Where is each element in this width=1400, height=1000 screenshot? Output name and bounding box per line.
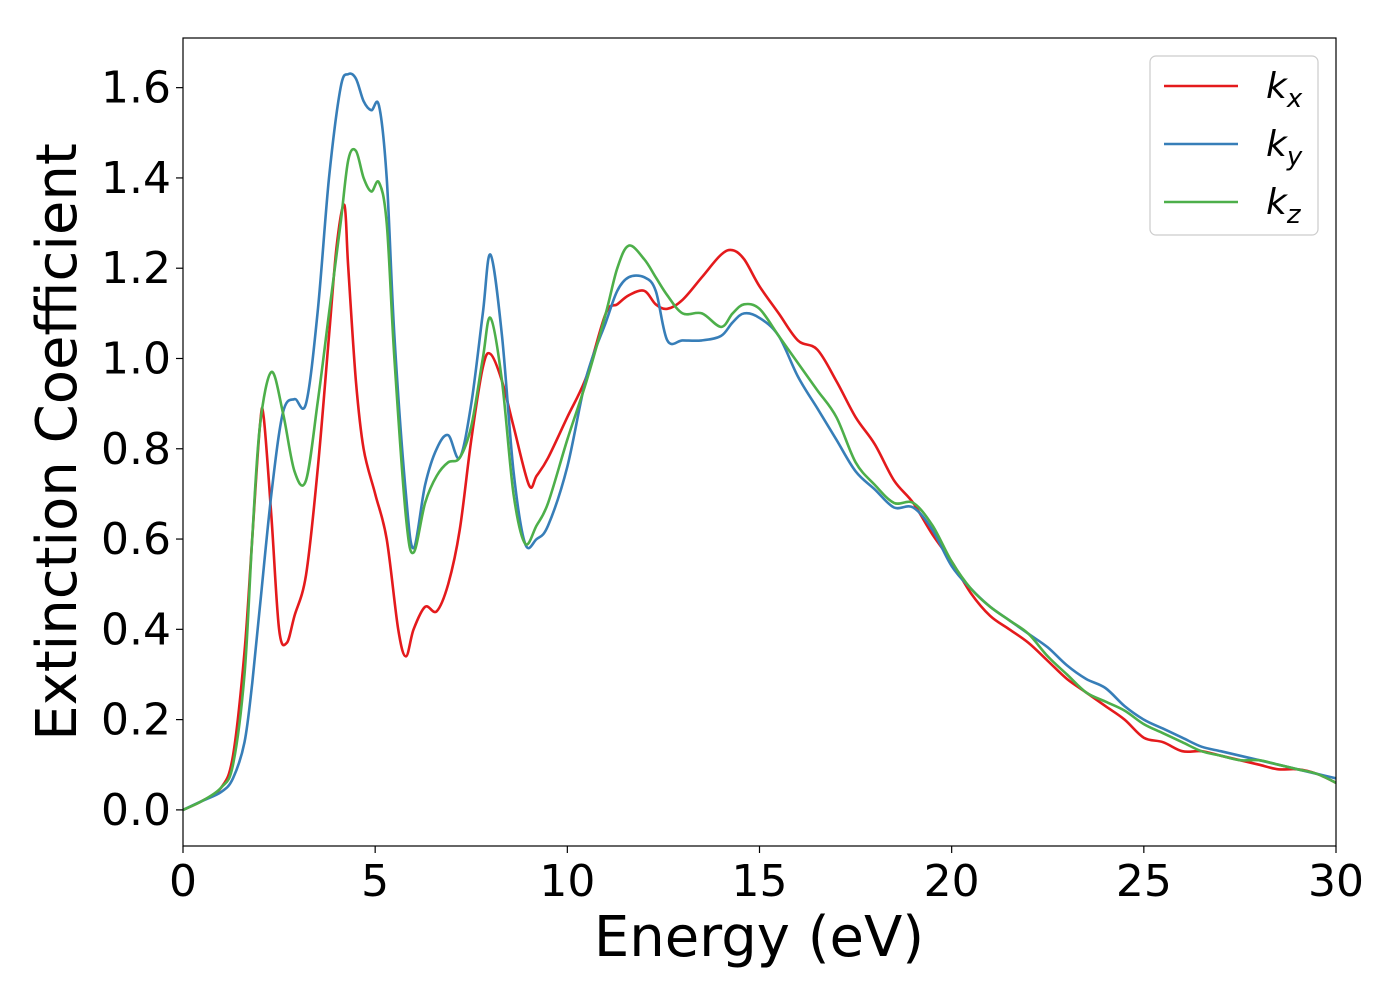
y-tick-label: 1.6 <box>101 63 171 114</box>
series-layer <box>183 72 1336 812</box>
x-tick-label: 10 <box>539 856 595 907</box>
legend-box <box>1149 55 1319 236</box>
x-tick-label: 25 <box>1116 856 1172 907</box>
y-tick-label: 0.0 <box>101 785 171 836</box>
y-tick-label: 0.2 <box>101 695 171 746</box>
x-tick-label: 15 <box>732 856 788 907</box>
x-tick-label: 5 <box>361 856 389 907</box>
x-axis-ticks: 0 5 10 15 20 25 30 <box>169 846 1364 907</box>
y-axis-ticks: 0.0 0.2 0.4 0.6 0.8 1.0 1.2 1.4 1.6 <box>101 63 183 836</box>
legend: kx ky kz <box>1149 55 1319 236</box>
legend-label-y: ky <box>1266 124 1303 172</box>
y-tick-label: 1.2 <box>101 243 171 294</box>
series-line-z <box>183 147 1336 812</box>
series-line-y <box>183 72 1336 812</box>
y-tick-label: 1.4 <box>101 153 171 204</box>
x-axis-title: Energy (eV) <box>594 905 924 970</box>
y-tick-label: 1.0 <box>101 333 171 384</box>
legend-label-x: kx <box>1266 66 1303 114</box>
legend-label-z: kz <box>1266 182 1302 230</box>
y-axis-title: Extinction Coefficient <box>25 143 90 741</box>
y-tick-label: 0.4 <box>101 604 171 655</box>
y-tick-label: 0.6 <box>101 514 171 565</box>
x-tick-label: 0 <box>169 856 197 907</box>
x-tick-label: 30 <box>1308 856 1364 907</box>
y-tick-label: 0.8 <box>101 424 171 475</box>
x-tick-label: 20 <box>924 856 980 907</box>
